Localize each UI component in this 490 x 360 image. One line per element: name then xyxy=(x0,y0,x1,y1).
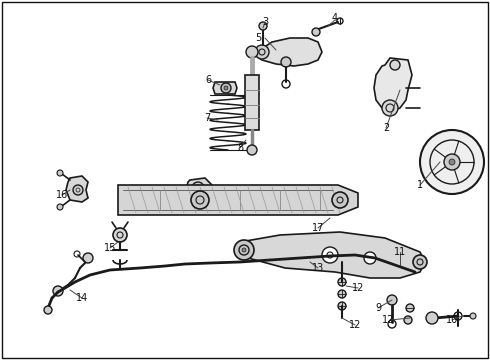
Circle shape xyxy=(406,304,414,312)
Text: 16: 16 xyxy=(56,190,68,200)
Polygon shape xyxy=(240,232,425,278)
Text: 12: 12 xyxy=(382,315,394,325)
Circle shape xyxy=(234,240,254,260)
Text: 12: 12 xyxy=(349,320,361,330)
Text: 4: 4 xyxy=(332,13,338,23)
Polygon shape xyxy=(250,38,322,66)
Circle shape xyxy=(259,22,267,30)
Text: 7: 7 xyxy=(204,113,210,123)
Circle shape xyxy=(247,145,257,155)
Polygon shape xyxy=(213,82,237,94)
Circle shape xyxy=(191,191,209,209)
Polygon shape xyxy=(186,178,212,200)
Circle shape xyxy=(390,60,400,70)
Circle shape xyxy=(338,290,346,298)
Text: 11: 11 xyxy=(394,247,406,257)
Polygon shape xyxy=(118,185,358,215)
Text: 15: 15 xyxy=(104,243,116,253)
Circle shape xyxy=(221,83,231,93)
Circle shape xyxy=(83,253,93,263)
Circle shape xyxy=(44,306,52,314)
Circle shape xyxy=(57,170,63,176)
Text: 2: 2 xyxy=(383,123,389,133)
Circle shape xyxy=(242,248,246,252)
Circle shape xyxy=(312,28,320,36)
Circle shape xyxy=(255,45,269,59)
Circle shape xyxy=(73,185,83,195)
Circle shape xyxy=(338,302,346,310)
Circle shape xyxy=(53,286,63,296)
Circle shape xyxy=(224,86,228,90)
Circle shape xyxy=(338,278,346,286)
Circle shape xyxy=(413,255,427,269)
Circle shape xyxy=(470,313,476,319)
Circle shape xyxy=(113,228,127,242)
Circle shape xyxy=(404,316,412,324)
Polygon shape xyxy=(245,75,259,130)
Circle shape xyxy=(382,100,398,116)
Text: 1: 1 xyxy=(417,180,423,190)
Text: 17: 17 xyxy=(312,223,324,233)
Circle shape xyxy=(332,192,348,208)
Text: 12: 12 xyxy=(352,283,364,293)
Polygon shape xyxy=(66,176,88,202)
Text: 9: 9 xyxy=(375,303,381,313)
Text: 13: 13 xyxy=(312,263,324,273)
Text: 14: 14 xyxy=(76,293,88,303)
Circle shape xyxy=(444,154,460,170)
Circle shape xyxy=(420,130,484,194)
Text: 10: 10 xyxy=(446,315,458,325)
Circle shape xyxy=(281,57,291,67)
Text: 8: 8 xyxy=(237,143,243,153)
Circle shape xyxy=(322,247,338,263)
Circle shape xyxy=(57,204,63,210)
Circle shape xyxy=(387,295,397,305)
Text: 3: 3 xyxy=(262,17,268,27)
Polygon shape xyxy=(374,58,412,112)
Text: 5: 5 xyxy=(255,33,261,43)
Circle shape xyxy=(364,252,376,264)
Text: 6: 6 xyxy=(205,75,211,85)
Circle shape xyxy=(449,159,455,165)
Circle shape xyxy=(192,182,204,194)
Circle shape xyxy=(426,312,438,324)
Circle shape xyxy=(246,46,258,58)
